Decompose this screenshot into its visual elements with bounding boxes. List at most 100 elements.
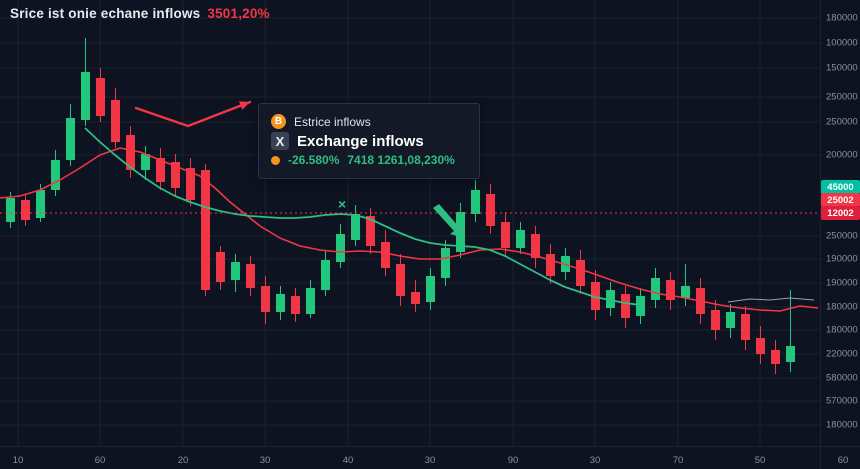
candle-body xyxy=(501,222,510,248)
candle-body xyxy=(771,350,780,364)
y-axis-label: 570000 xyxy=(826,395,858,407)
bitcoin-icon: B xyxy=(271,114,286,129)
candle-body xyxy=(186,168,195,200)
candle-body xyxy=(261,286,270,312)
x-axis-label: 70 xyxy=(672,455,684,466)
candle-body xyxy=(51,160,60,190)
candle-body xyxy=(636,296,645,316)
candle-body xyxy=(381,242,390,268)
candle-body xyxy=(396,264,405,296)
candle-body xyxy=(306,288,315,314)
red-arrow-line xyxy=(134,100,252,128)
candle-body xyxy=(156,158,165,182)
candle-body xyxy=(486,194,495,226)
candle-body xyxy=(516,230,525,248)
tooltip-change-value: -26.580% xyxy=(288,153,340,167)
candle-body xyxy=(441,248,450,278)
price-badge: 45000 xyxy=(821,180,860,194)
green-cross-marker: × xyxy=(338,196,346,212)
candle-body xyxy=(621,294,630,318)
candle-body xyxy=(126,135,135,170)
x-axis-label: 60 xyxy=(94,455,106,466)
red-moving-average xyxy=(0,147,819,312)
candle-body xyxy=(666,280,675,300)
y-axis-label: 250000 xyxy=(826,230,858,242)
candle-body xyxy=(111,100,120,142)
price-badge: 25002 xyxy=(821,193,860,207)
x-axis-label: 90 xyxy=(507,455,519,466)
x-axis-label: 30 xyxy=(424,455,436,466)
y-axis-label: 580000 xyxy=(826,372,858,384)
candle-body xyxy=(231,262,240,280)
x-axis-label: 20 xyxy=(177,455,189,466)
price-badge: 12002 xyxy=(821,206,860,220)
chart-title: Srice ist onie echane inflows xyxy=(10,6,201,21)
green-arrow xyxy=(433,204,464,238)
dot-icon xyxy=(271,155,280,165)
candle-body xyxy=(321,260,330,290)
chart-title-bar: Srice ist onie echane inflows 3501,20% xyxy=(10,6,270,21)
y-axis-label: 180000 xyxy=(826,419,858,431)
y-axis-label: 200000 xyxy=(826,149,858,161)
gray-trail-line xyxy=(727,297,815,303)
candle-body xyxy=(246,264,255,288)
candle-body xyxy=(576,260,585,286)
candle-body xyxy=(81,72,90,120)
candle-body xyxy=(96,78,105,116)
x-logo-icon: X xyxy=(271,132,289,150)
candle-body xyxy=(171,162,180,188)
y-axis-label: 150000 xyxy=(826,62,858,74)
candle-body xyxy=(411,292,420,304)
candle-body xyxy=(711,310,720,330)
candle-body xyxy=(741,314,750,340)
x-axis-label: 10 xyxy=(12,455,24,466)
candle-body xyxy=(651,278,660,300)
x-axis-label: 30 xyxy=(589,455,601,466)
y-axis-label: 190000 xyxy=(826,277,858,289)
candle-body xyxy=(336,234,345,262)
x-axis-label: 60 xyxy=(837,455,849,466)
y-axis-label: 220000 xyxy=(826,348,858,360)
time-axis-divider xyxy=(0,446,860,447)
y-axis-label: 180000 xyxy=(826,12,858,24)
y-axis-label: 250000 xyxy=(826,116,858,128)
candle-body xyxy=(276,294,285,312)
tooltip-volume-value: 7418 1261,08,230% xyxy=(347,153,455,167)
candle-body xyxy=(66,118,75,160)
candle-body xyxy=(291,296,300,314)
candle-body xyxy=(6,198,15,222)
candle-body xyxy=(216,252,225,282)
y-axis-label: 250000 xyxy=(826,91,858,103)
candle-body xyxy=(366,216,375,246)
tooltip-row-1: B Estrice inflows xyxy=(271,114,467,129)
candle-body xyxy=(786,346,795,362)
tooltip-main-label: Exchange inflows xyxy=(297,132,424,150)
candle-body xyxy=(756,338,765,354)
candle-body xyxy=(351,214,360,240)
tooltip: B Estrice inflows X Exchange inflows -26… xyxy=(258,103,480,179)
candle-body xyxy=(531,234,540,258)
tooltip-row-2: X Exchange inflows xyxy=(271,132,467,150)
x-axis-label: 40 xyxy=(342,455,354,466)
y-axis-label: 180000 xyxy=(826,301,858,313)
teal-moving-average xyxy=(84,127,641,306)
y-axis-label: 180000 xyxy=(826,324,858,336)
candle-body xyxy=(546,254,555,276)
x-axis-label: 50 xyxy=(754,455,766,466)
candle-body xyxy=(471,190,480,214)
tooltip-series-label: Estrice inflows xyxy=(294,114,371,129)
candle-body xyxy=(606,290,615,308)
candle-body xyxy=(21,200,30,220)
candle-body xyxy=(201,170,210,290)
candle-body xyxy=(141,154,150,170)
change-percent: 3501,20% xyxy=(207,6,270,21)
tooltip-row-3: -26.580% 7418 1261,08,230% xyxy=(271,153,467,167)
x-axis-label: 30 xyxy=(259,455,271,466)
candle-body xyxy=(36,190,45,218)
candle-body xyxy=(591,282,600,310)
candle-body xyxy=(726,312,735,328)
y-axis-label: 100000 xyxy=(826,37,858,49)
price-axis-divider xyxy=(820,0,821,469)
